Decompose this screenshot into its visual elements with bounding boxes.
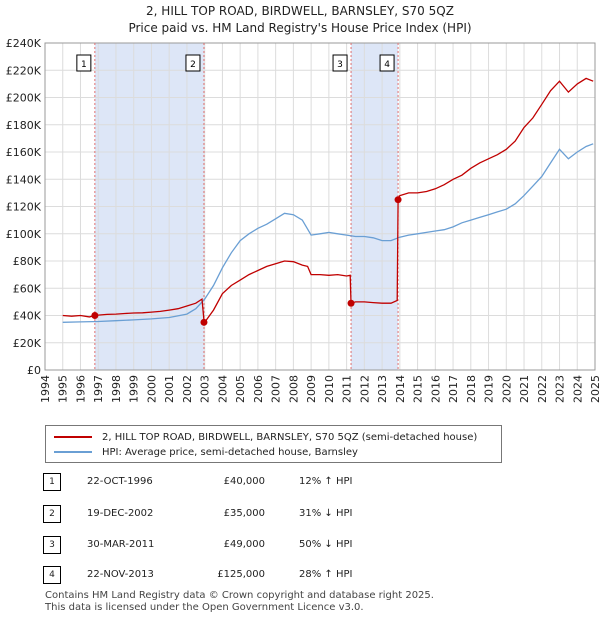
sale-price: £125,000 bbox=[217, 569, 265, 580]
x-tick-label: 2004 bbox=[216, 375, 229, 403]
x-tick-label: 2007 bbox=[270, 375, 283, 403]
y-tick-label: £60K bbox=[13, 282, 42, 295]
x-tick-label: 2013 bbox=[376, 375, 389, 403]
sale-hpi-diff: 28% ↑ HPI bbox=[299, 569, 353, 580]
sale-date: 30-MAR-2011 bbox=[87, 539, 155, 550]
x-tick-label: 2025 bbox=[589, 375, 600, 403]
sale-point bbox=[91, 312, 99, 319]
plot-frame bbox=[44, 42, 596, 371]
x-tick-label: 2000 bbox=[145, 375, 158, 403]
property-series-line bbox=[62, 77, 594, 324]
legend-swatch-property bbox=[54, 436, 92, 438]
legend-label-property: 2, HILL TOP ROAD, BIRDWELL, BARNSLEY, S7… bbox=[102, 431, 478, 443]
x-tick-label: 2001 bbox=[163, 375, 176, 403]
sale-point bbox=[200, 318, 208, 326]
sale-number-badge: 1 bbox=[43, 473, 61, 491]
sale-number-badge: 3 bbox=[43, 536, 61, 554]
y-tick-label: £100K bbox=[6, 228, 42, 241]
legend-item-property: 2, HILL TOP ROAD, BIRDWELL, BARNSLEY, S7… bbox=[54, 430, 477, 444]
sale-hpi-diff: 50% ↓ HPI bbox=[299, 539, 353, 550]
legend-label-hpi: HPI: Average price, semi-detached house,… bbox=[102, 446, 358, 458]
x-tick-label: 2017 bbox=[447, 375, 460, 403]
x-tick-label: 2010 bbox=[323, 375, 336, 403]
x-tick-label: 2016 bbox=[429, 375, 442, 403]
x-tick-label: 2009 bbox=[305, 375, 318, 403]
sale-hpi-diff: 31% ↓ HPI bbox=[299, 508, 353, 519]
y-tick-label: £240K bbox=[6, 37, 42, 50]
x-tick-label: 2014 bbox=[394, 375, 407, 403]
legend-item-hpi: HPI: Average price, semi-detached house,… bbox=[54, 445, 358, 459]
sale-date: 22-OCT-1996 bbox=[87, 476, 153, 487]
x-tick-label: 2005 bbox=[234, 375, 247, 403]
y-tick-label: £20K bbox=[13, 337, 42, 350]
sale-point bbox=[347, 299, 355, 307]
x-tick-label: 2018 bbox=[465, 375, 478, 403]
sale-number-box bbox=[76, 54, 92, 72]
sale-number-label: 2 bbox=[190, 60, 196, 70]
x-tick-label: 1997 bbox=[92, 375, 105, 403]
chart-title: 2, HILL TOP ROAD, BIRDWELL, BARNSLEY, S7… bbox=[146, 4, 454, 18]
y-tick-label: £180K bbox=[6, 119, 42, 132]
footer-license: This data is licensed under the Open Gov… bbox=[45, 602, 364, 613]
sale-number-box bbox=[332, 54, 348, 72]
x-tick-label: 2024 bbox=[571, 375, 584, 403]
sale-date: 19-DEC-2002 bbox=[87, 508, 154, 519]
footer-copyright: Contains HM Land Registry data © Crown c… bbox=[45, 590, 434, 601]
sale-number-label: 4 bbox=[384, 60, 390, 70]
sale-date: 22-NOV-2013 bbox=[87, 569, 154, 580]
x-tick-label: 2022 bbox=[536, 375, 549, 403]
x-tick-label: 2011 bbox=[341, 375, 354, 403]
sale-price: £49,000 bbox=[223, 539, 265, 550]
x-tick-label: 1995 bbox=[57, 375, 70, 403]
x-tick-label: 2008 bbox=[287, 375, 300, 403]
sale-number-badge: 2 bbox=[43, 505, 61, 523]
x-tick-label: 1996 bbox=[74, 375, 87, 403]
hpi-series-line bbox=[62, 143, 594, 323]
x-tick-label: 1994 bbox=[39, 375, 52, 403]
x-tick-label: 1998 bbox=[110, 375, 123, 403]
sale-point bbox=[394, 196, 402, 204]
x-tick-label: 2019 bbox=[483, 375, 496, 403]
sale-hpi-diff: 12% ↑ HPI bbox=[299, 476, 353, 487]
sale-price: £40,000 bbox=[223, 476, 265, 487]
y-tick-label: £40K bbox=[13, 310, 42, 323]
sale-number-label: 1 bbox=[81, 60, 87, 70]
x-tick-label: 1999 bbox=[128, 375, 141, 403]
legend-swatch-hpi bbox=[54, 451, 92, 453]
sale-number-badge: 4 bbox=[43, 566, 61, 584]
x-tick-label: 2023 bbox=[554, 375, 567, 403]
y-tick-label: £0 bbox=[27, 364, 41, 377]
sale-number-box bbox=[379, 54, 395, 72]
price-chart: £0 £20K £40K £60K £80K £100K £120K £140K £160K £1… bbox=[6, 37, 600, 403]
y-tick-label: £140K bbox=[6, 173, 42, 186]
chart-subtitle: Price paid vs. HM Land Registry's House … bbox=[128, 21, 472, 35]
x-tick-label: 2015 bbox=[412, 375, 425, 403]
sale-number-label: 3 bbox=[337, 60, 343, 70]
legend: 2, HILL TOP ROAD, BIRDWELL, BARNSLEY, S7… bbox=[45, 425, 502, 463]
sale-price: £35,000 bbox=[223, 508, 265, 519]
sale-number-box bbox=[185, 54, 201, 72]
y-tick-label: £120K bbox=[6, 201, 42, 214]
y-tick-label: £200K bbox=[6, 92, 42, 105]
y-tick-label: £160K bbox=[6, 146, 42, 159]
x-tick-label: 2012 bbox=[358, 375, 371, 403]
x-tick-label: 2002 bbox=[181, 375, 194, 403]
y-tick-label: £220K bbox=[6, 64, 42, 77]
x-tick-label: 2021 bbox=[518, 375, 531, 403]
x-tick-label: 2003 bbox=[199, 375, 212, 403]
x-tick-label: 2020 bbox=[500, 375, 513, 403]
x-tick-label: 2006 bbox=[252, 375, 265, 403]
y-tick-label: £80K bbox=[13, 255, 42, 268]
